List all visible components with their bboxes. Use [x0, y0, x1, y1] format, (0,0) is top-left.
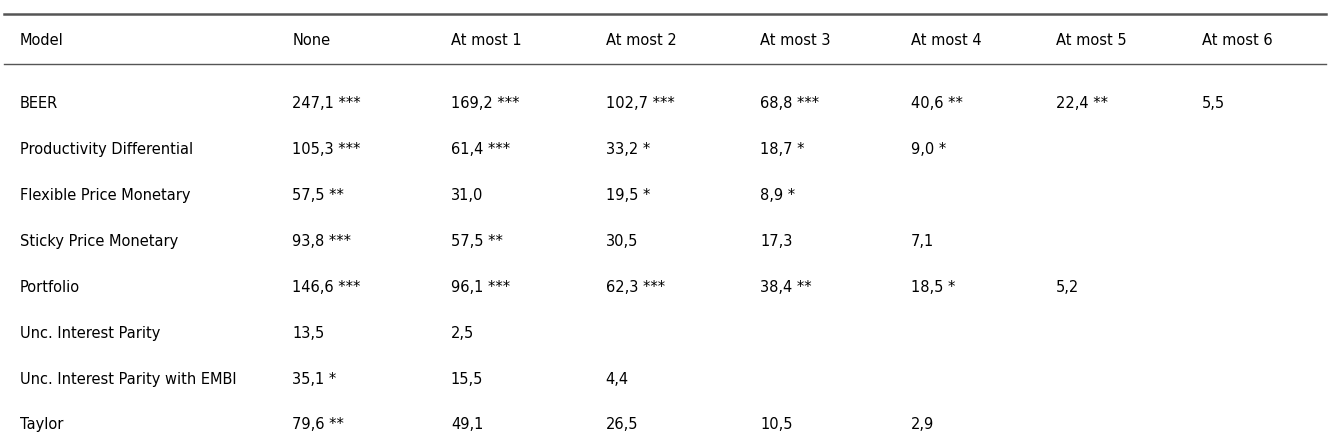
- Text: 247,1 ***: 247,1 ***: [293, 96, 360, 111]
- Text: Portfolio: Portfolio: [20, 280, 80, 295]
- Text: 68,8 ***: 68,8 ***: [761, 96, 819, 111]
- Text: At most 1: At most 1: [451, 33, 521, 48]
- Text: 5,2: 5,2: [1056, 280, 1080, 295]
- Text: Unc. Interest Parity with EMBI: Unc. Interest Parity with EMBI: [20, 371, 237, 387]
- Text: 18,7 *: 18,7 *: [761, 142, 805, 157]
- Text: 15,5: 15,5: [451, 371, 483, 387]
- Text: 57,5 **: 57,5 **: [451, 234, 503, 249]
- Text: At most 6: At most 6: [1201, 33, 1273, 48]
- Text: Productivity Differential: Productivity Differential: [20, 142, 193, 157]
- Text: 169,2 ***: 169,2 ***: [451, 96, 520, 111]
- Text: 61,4 ***: 61,4 ***: [451, 142, 509, 157]
- Text: Unc. Interest Parity: Unc. Interest Parity: [20, 326, 161, 341]
- Text: Flexible Price Monetary: Flexible Price Monetary: [20, 188, 190, 203]
- Text: 105,3 ***: 105,3 ***: [293, 142, 360, 157]
- Text: Model: Model: [20, 33, 64, 48]
- Text: 35,1 *: 35,1 *: [293, 371, 336, 387]
- Text: At most 2: At most 2: [605, 33, 676, 48]
- Text: 17,3: 17,3: [761, 234, 793, 249]
- Text: 146,6 ***: 146,6 ***: [293, 280, 360, 295]
- Text: Sticky Price Monetary: Sticky Price Monetary: [20, 234, 178, 249]
- Text: 5,5: 5,5: [1201, 96, 1225, 111]
- Text: 102,7 ***: 102,7 ***: [605, 96, 674, 111]
- Text: 62,3 ***: 62,3 ***: [605, 280, 665, 295]
- Text: 18,5 *: 18,5 *: [911, 280, 955, 295]
- Text: Taylor: Taylor: [20, 418, 64, 433]
- Text: 10,5: 10,5: [761, 418, 793, 433]
- Text: 79,6 **: 79,6 **: [293, 418, 344, 433]
- Text: 33,2 *: 33,2 *: [605, 142, 650, 157]
- Text: 30,5: 30,5: [605, 234, 638, 249]
- Text: 40,6 **: 40,6 **: [911, 96, 963, 111]
- Text: 2,5: 2,5: [451, 326, 473, 341]
- Text: 57,5 **: 57,5 **: [293, 188, 344, 203]
- Text: 96,1 ***: 96,1 ***: [451, 280, 509, 295]
- Text: At most 4: At most 4: [911, 33, 982, 48]
- Text: 9,0 *: 9,0 *: [911, 142, 946, 157]
- Text: 19,5 *: 19,5 *: [605, 188, 650, 203]
- Text: At most 3: At most 3: [761, 33, 831, 48]
- Text: BEER: BEER: [20, 96, 59, 111]
- Text: 4,4: 4,4: [605, 371, 629, 387]
- Text: 31,0: 31,0: [451, 188, 483, 203]
- Text: At most 5: At most 5: [1056, 33, 1127, 48]
- Text: 26,5: 26,5: [605, 418, 638, 433]
- Text: 8,9 *: 8,9 *: [761, 188, 795, 203]
- Text: 38,4 **: 38,4 **: [761, 280, 811, 295]
- Text: 22,4 **: 22,4 **: [1056, 96, 1108, 111]
- Text: 49,1: 49,1: [451, 418, 483, 433]
- Text: 93,8 ***: 93,8 ***: [293, 234, 351, 249]
- Text: 2,9: 2,9: [911, 418, 934, 433]
- Text: None: None: [293, 33, 330, 48]
- Text: 13,5: 13,5: [293, 326, 325, 341]
- Text: 7,1: 7,1: [911, 234, 934, 249]
